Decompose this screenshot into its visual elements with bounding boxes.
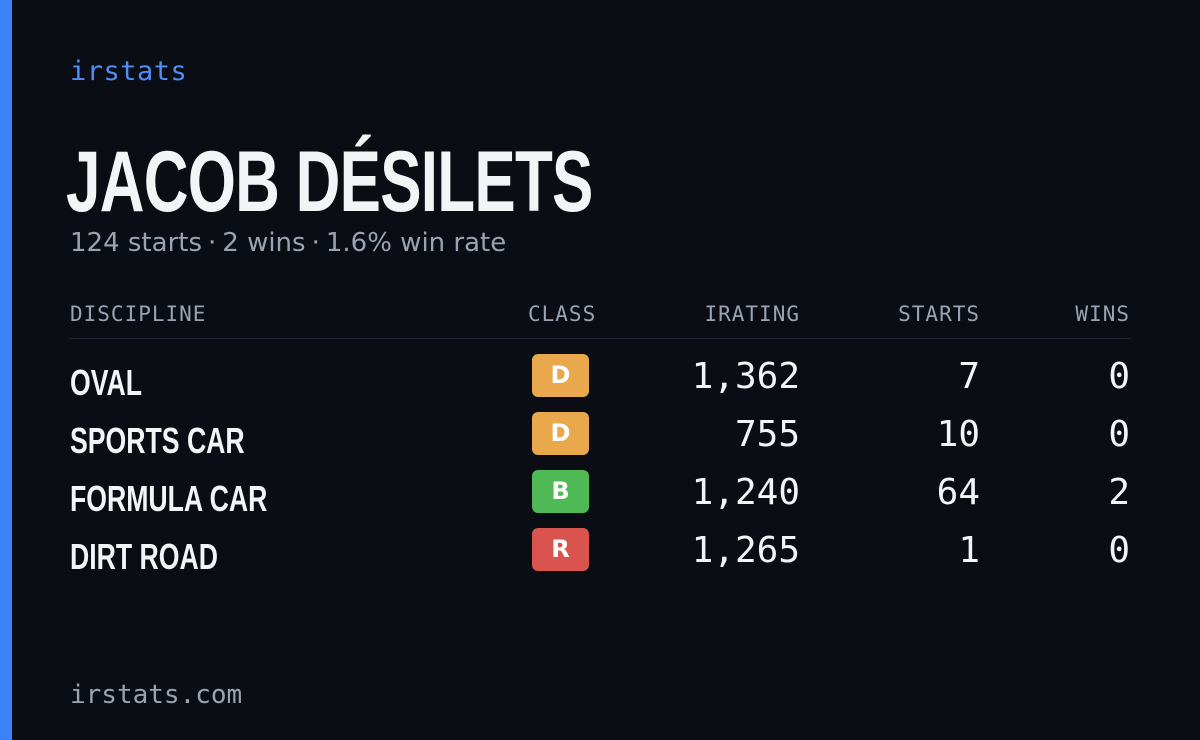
class-badge: R xyxy=(532,528,589,571)
header-class: CLASS xyxy=(528,302,597,326)
wins-value: 0 xyxy=(1108,414,1130,455)
irating-value: 1,240 xyxy=(691,472,800,513)
header-wins: WINS xyxy=(1075,302,1130,326)
summary-separator: · xyxy=(208,228,217,258)
irating-value: 1,362 xyxy=(691,356,800,397)
class-badge: D xyxy=(532,412,589,455)
header-starts: STARTS xyxy=(898,302,980,326)
summary-separator: · xyxy=(311,228,320,258)
discipline-label: OVAL xyxy=(70,362,143,403)
table-row: DIRT ROAD R 1,265 1 0 xyxy=(70,524,1130,582)
summary-line: 124 starts · 2 wins · 1.6% win rate xyxy=(70,228,506,258)
discipline-label: SPORTS CAR xyxy=(70,420,245,461)
wins-value: 0 xyxy=(1108,356,1130,397)
starts-value: 10 xyxy=(936,414,980,455)
discipline-table: OVAL D 1,362 7 0 SPORTS CAR D 755 10 0 F… xyxy=(70,350,1130,582)
starts-value: 1 xyxy=(958,530,980,571)
summary-starts: 124 starts xyxy=(70,228,202,258)
class-badge: D xyxy=(532,354,589,397)
summary-win-rate: 1.6% win rate xyxy=(325,228,507,258)
starts-value: 64 xyxy=(936,472,980,513)
driver-name: JACOB DÉSILETS xyxy=(66,134,593,230)
wins-value: 0 xyxy=(1108,530,1130,571)
discipline-label: DIRT ROAD xyxy=(70,536,218,577)
footer-url: irstats.com xyxy=(70,680,243,710)
header-discipline: DISCIPLINE xyxy=(70,302,207,326)
class-badge: B xyxy=(532,470,589,513)
irating-value: 755 xyxy=(734,414,800,455)
header-irating: IRATING xyxy=(704,302,800,326)
table-header: DISCIPLINE CLASS IRATING STARTS WINS xyxy=(70,300,1130,339)
table-row: FORMULA CAR B 1,240 64 2 xyxy=(70,466,1130,524)
starts-value: 7 xyxy=(958,356,980,397)
table-row: SPORTS CAR D 755 10 0 xyxy=(70,408,1130,466)
accent-bar xyxy=(0,0,12,740)
table-row: OVAL D 1,362 7 0 xyxy=(70,350,1130,408)
discipline-label: FORMULA CAR xyxy=(70,478,268,519)
irating-value: 1,265 xyxy=(691,530,800,571)
summary-wins: 2 wins xyxy=(222,228,306,258)
wins-value: 2 xyxy=(1108,472,1130,513)
brand-logo-text: irstats xyxy=(70,56,188,87)
